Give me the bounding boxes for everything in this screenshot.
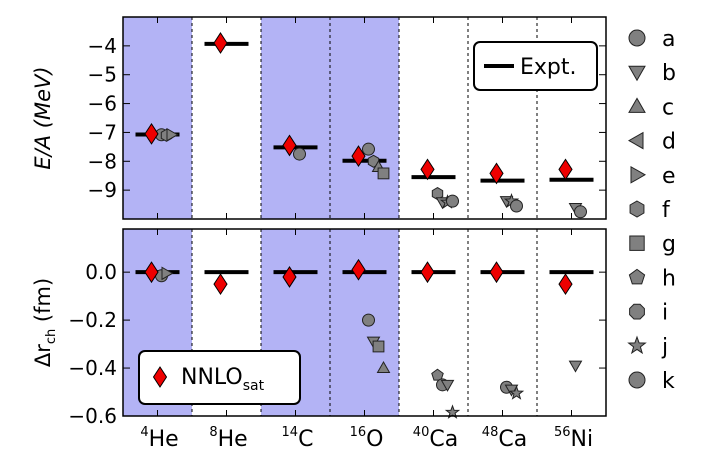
xtick-label-4: 40Ca xyxy=(413,425,458,452)
top-legend-box xyxy=(473,41,598,91)
marker-legend-symbol-k xyxy=(628,371,646,389)
top-ytick-label-4: −8 xyxy=(88,149,117,173)
xtick-label-2: 14C xyxy=(282,425,314,452)
marker-legend-label-c: c xyxy=(662,95,674,120)
xtick-label-0: 4He xyxy=(140,425,178,452)
top-ylabel: E/A (MeV) xyxy=(31,66,55,169)
marker-legend-label-g: g xyxy=(662,232,676,257)
top-nnlo-point-6 xyxy=(558,158,573,181)
top-marker-k-11 xyxy=(446,194,459,208)
xtick-label-6: 56Ni xyxy=(554,425,593,452)
bottom-ytick-label-2: −0.4 xyxy=(68,356,117,380)
top-ytick-label-1: −5 xyxy=(88,63,117,87)
xtick-label-5: 48Ca xyxy=(482,425,527,452)
marker-legend-symbol-f xyxy=(629,200,645,218)
bottom-frame xyxy=(122,228,607,417)
marker-legend-label-i: i xyxy=(662,301,668,326)
bottom-nnlo-point-6 xyxy=(558,273,573,296)
bottom-nnlo-point-3 xyxy=(351,258,366,281)
top-ytick-label-3: −7 xyxy=(88,120,117,144)
top-frame xyxy=(122,16,607,220)
marker-legend-symbol-j xyxy=(627,335,647,355)
top-legend-expt-label: Expt. xyxy=(520,55,577,80)
top-band-3 xyxy=(330,17,399,219)
marker-legend-symbol-b xyxy=(628,65,646,82)
bottom-marker-b-11 xyxy=(504,384,519,397)
xtick-label-3: 16O xyxy=(350,425,384,452)
bottom-ytick-label-0: 0.0 xyxy=(85,260,117,284)
marker-legend-symbol-d xyxy=(627,131,644,150)
bottom-nnlo-point-4 xyxy=(420,261,435,284)
bottom-marker-j-9 xyxy=(444,404,461,419)
bottom-nnlo-point-0 xyxy=(144,261,159,284)
top-marker-k-3 xyxy=(293,147,306,161)
bottom-marker-b-8 xyxy=(440,379,455,392)
marker-legend-symbol-g xyxy=(629,235,645,251)
top-marker-g-7 xyxy=(377,167,390,180)
top-marker-k-4 xyxy=(362,142,375,156)
marker-legend-label-j: j xyxy=(661,335,668,360)
bottom-marker-j-12 xyxy=(508,385,525,400)
bottom-nnlo-point-2 xyxy=(282,266,297,288)
bottom-ylabel: Δrch (fm) xyxy=(31,278,59,367)
bottom-marker-b-13 xyxy=(568,360,583,373)
bottom-legend-box xyxy=(138,350,301,405)
xtick-label-1: 8He xyxy=(209,425,247,452)
top-nnlo-point-2 xyxy=(282,134,297,157)
bottom-marker-h-6 xyxy=(431,368,444,381)
bottom-legend-nnlo-label: NNLOsat xyxy=(181,365,265,394)
marker-legend-symbol-i xyxy=(629,303,645,320)
top-band-2 xyxy=(261,17,330,219)
bottom-marker-g-4 xyxy=(372,340,385,353)
top-marker-k-16 xyxy=(574,205,587,219)
marker-legend-symbol-e xyxy=(630,165,647,184)
top-nnlo-point-4 xyxy=(420,158,435,181)
top-ytick-label-0: −4 xyxy=(88,34,117,58)
top-nnlo-point-1 xyxy=(213,32,228,54)
bottom-nnlo-point-5 xyxy=(489,261,504,284)
bottom-marker-e-1 xyxy=(161,266,174,281)
top-marker-k-14 xyxy=(510,199,523,213)
marker-legend-label-f: f xyxy=(662,198,671,223)
top-band-0 xyxy=(123,17,192,219)
top-ytick-label-5: −9 xyxy=(88,178,117,202)
bottom-ytick-label-3: −0.6 xyxy=(68,404,117,428)
bottom-legend-nnlo-marker xyxy=(152,366,168,388)
marker-legend-label-h: h xyxy=(662,266,676,291)
bottom-nnlo-point-1 xyxy=(213,273,228,296)
marker-legend-label-b: b xyxy=(662,61,676,86)
bottom-marker-k-2 xyxy=(362,313,375,327)
bottom-marker-c-5 xyxy=(376,361,391,374)
marker-legend-label-d: d xyxy=(662,130,676,155)
marker-legend-symbol-h xyxy=(628,268,646,285)
marker-legend-symbol-c xyxy=(628,97,646,113)
marker-legend-label-k: k xyxy=(662,369,675,394)
top-nnlo-point-5 xyxy=(489,162,504,185)
marker-legend-label-e: e xyxy=(662,164,676,189)
top-nnlo-point-0 xyxy=(144,122,159,145)
marker-legend-label-a: a xyxy=(662,27,675,52)
top-ytick-label-2: −6 xyxy=(88,92,117,116)
top-nnlo-point-3 xyxy=(351,145,366,168)
bottom-ytick-label-1: −0.2 xyxy=(68,308,117,332)
marker-legend-symbol-a xyxy=(628,29,646,47)
top-marker-e-2 xyxy=(166,127,179,142)
